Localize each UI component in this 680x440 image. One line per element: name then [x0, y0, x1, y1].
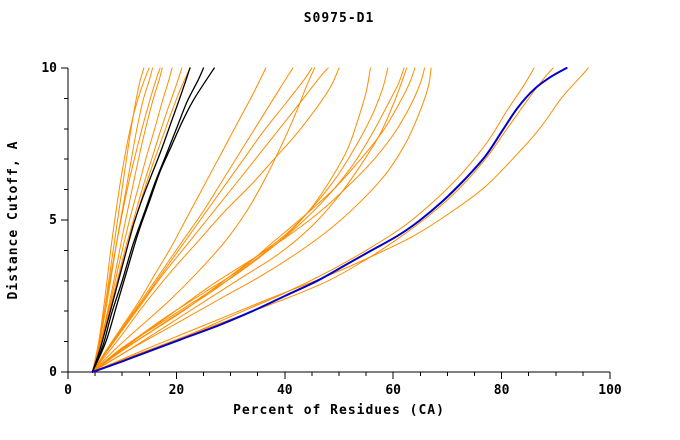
y-tick-label: 0 [49, 365, 57, 380]
x-tick-label: 100 [598, 383, 622, 398]
series-black-02 [91, 67, 205, 373]
x-tick-label: 40 [277, 383, 293, 398]
series-orange-18 [91, 67, 416, 373]
series-blue-01 [91, 67, 568, 373]
series-orange-10 [91, 67, 294, 373]
series-orange-07 [91, 67, 150, 373]
series-orange-16 [91, 67, 389, 373]
chart-title: S0975-D1 [304, 11, 375, 26]
y-tick-label: 10 [41, 61, 57, 76]
series-orange-23 [91, 67, 589, 373]
series-orange-11 [91, 67, 313, 373]
series-orange-20 [91, 67, 432, 373]
series-black-03 [91, 67, 215, 373]
series-orange-12 [91, 67, 329, 373]
x-axis-label: Percent of Residues (CA) [233, 403, 445, 418]
series-black-01 [91, 67, 191, 373]
series-orange-21 [91, 67, 408, 373]
series-orange-19 [91, 67, 426, 373]
y-axis-label: Distance Cutoff, A [6, 141, 21, 300]
series-orange-02 [91, 67, 154, 373]
series-orange-03 [91, 67, 163, 373]
x-tick-label: 0 [64, 383, 72, 398]
x-tick-label: 20 [169, 383, 185, 398]
series-orange-14 [91, 67, 340, 373]
x-tick-label: 60 [385, 383, 401, 398]
series-orange-05 [91, 67, 183, 373]
x-tick-label: 80 [494, 383, 510, 398]
series-orange-17 [91, 67, 405, 373]
axes: 0 20 40 60 80 100 0 5 10 [41, 61, 622, 398]
series-orange-01 [91, 67, 145, 373]
y-tick-label: 5 [49, 213, 57, 228]
series-orange-09 [91, 67, 267, 373]
series-orange-13 [91, 67, 316, 373]
series-orange-24 [91, 67, 554, 373]
curves [91, 67, 589, 373]
series-orange-04 [91, 67, 173, 373]
